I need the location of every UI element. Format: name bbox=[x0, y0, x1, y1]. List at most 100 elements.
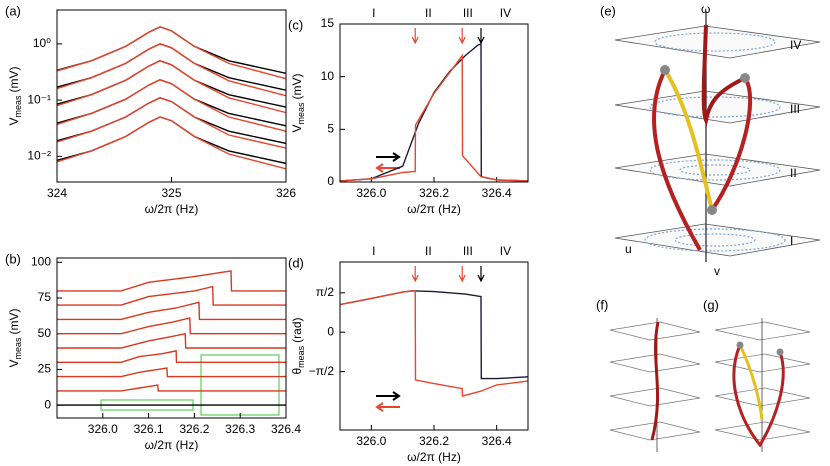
x-tick-label: 326.0 bbox=[356, 186, 386, 200]
panel-label: (a) bbox=[5, 3, 21, 18]
region-label: III bbox=[463, 6, 473, 20]
series-line bbox=[57, 384, 286, 392]
x-axis-label: ω/2π (Hz) bbox=[145, 202, 199, 216]
x-tick-label: 326.3 bbox=[225, 422, 255, 436]
plot bbox=[340, 43, 528, 182]
level-label: IV bbox=[790, 38, 801, 52]
y-axis-label-main: V bbox=[7, 360, 21, 368]
region-label: II bbox=[425, 6, 432, 20]
x-tick-label: 326.4 bbox=[482, 434, 512, 448]
series-line bbox=[57, 26, 286, 74]
y-axis-label: Vmeas (mV) bbox=[7, 66, 23, 125]
y-axis-label: Vmeas (mV) bbox=[290, 73, 306, 132]
x-tick-label: 326.0 bbox=[88, 422, 118, 436]
y-tick-label: 0 bbox=[44, 397, 51, 411]
y-axis-label-unit: (mV) bbox=[290, 73, 304, 99]
jump-marker bbox=[477, 28, 485, 45]
panel-label: (c) bbox=[288, 17, 303, 32]
region-label: I bbox=[372, 244, 375, 258]
level-label: III bbox=[790, 102, 800, 116]
y-tick-label: 15 bbox=[321, 16, 335, 30]
frame bbox=[56, 257, 287, 419]
series-line bbox=[340, 53, 528, 182]
series-line bbox=[57, 26, 286, 80]
series-line bbox=[57, 285, 286, 306]
axis-label: u bbox=[625, 242, 632, 256]
sweep-arrows bbox=[375, 152, 401, 412]
y-axis-label-unit: (mV) bbox=[7, 308, 21, 334]
frame bbox=[339, 23, 529, 183]
series-line bbox=[57, 317, 286, 335]
jump-marker bbox=[458, 28, 466, 45]
series-line bbox=[340, 290, 528, 380]
level-label: II bbox=[790, 166, 797, 180]
x-axis-label: ω/2π (Hz) bbox=[145, 438, 199, 452]
region-label: IV bbox=[500, 6, 511, 20]
x-tick-label: 326.2 bbox=[179, 422, 209, 436]
jump-marker bbox=[411, 28, 419, 45]
x-tick-label: 326 bbox=[276, 186, 296, 200]
series-line bbox=[57, 301, 286, 321]
plot bbox=[340, 290, 528, 398]
y-tick-label: π/2 bbox=[316, 285, 335, 299]
y-tick-label: 0 bbox=[327, 174, 334, 188]
axis-label: v bbox=[714, 264, 720, 278]
series-line bbox=[340, 290, 528, 398]
jump-marker bbox=[477, 266, 485, 283]
inset-b bbox=[100, 354, 280, 416]
y-axis-label-main: θ bbox=[290, 368, 304, 375]
y-axis-label-sub: meas bbox=[13, 95, 23, 118]
y-axis-label-unit: (mV) bbox=[7, 66, 21, 92]
x-tick-label: 325 bbox=[161, 186, 181, 200]
diagram-g bbox=[714, 318, 811, 452]
region-label: II bbox=[425, 244, 432, 258]
series-line bbox=[57, 270, 286, 292]
y-tick-label: −π/2 bbox=[309, 364, 335, 378]
y-tick-label: 10 bbox=[321, 69, 335, 83]
x-axis-label: ω/2π (Hz) bbox=[407, 450, 461, 464]
y-tick-label: 10⁰ bbox=[33, 36, 51, 50]
diagram-e bbox=[614, 12, 821, 262]
y-axis-label-sub: meas bbox=[296, 102, 306, 125]
y-axis-label-sub: meas bbox=[296, 345, 306, 368]
plot bbox=[57, 26, 286, 170]
x-tick-label: 326.2 bbox=[419, 434, 449, 448]
plot bbox=[57, 270, 286, 406]
series-line bbox=[57, 116, 286, 170]
x-tick-label: 326.2 bbox=[419, 186, 449, 200]
y-tick-label: 25 bbox=[38, 362, 52, 376]
panel-label: (b) bbox=[5, 251, 21, 266]
x-tick-label: 324 bbox=[47, 186, 67, 200]
x-tick-label: 326.4 bbox=[482, 186, 512, 200]
y-axis-label: Vmeas (mV) bbox=[7, 308, 23, 367]
x-tick-label: 326.4 bbox=[271, 422, 301, 436]
panel-label: (e) bbox=[600, 3, 616, 18]
y-axis-label: θmeas (rad) bbox=[290, 317, 306, 374]
series-line bbox=[340, 43, 528, 182]
y-tick-label: 100 bbox=[31, 254, 51, 268]
y-tick-label: 75 bbox=[38, 290, 52, 304]
series-line bbox=[57, 43, 286, 97]
region-label: III bbox=[463, 244, 473, 258]
axis-label: ω bbox=[701, 2, 710, 16]
y-tick-label: 0 bbox=[327, 324, 334, 338]
x-axis-label: ω/2π (Hz) bbox=[407, 202, 461, 216]
level-label: I bbox=[790, 234, 793, 248]
y-tick-label: 50 bbox=[38, 326, 52, 340]
series-line bbox=[57, 97, 286, 149]
region-label: IV bbox=[500, 244, 511, 258]
y-axis-label-unit: (rad) bbox=[290, 317, 304, 342]
panel-label: (d) bbox=[288, 255, 304, 270]
series-line bbox=[57, 60, 286, 114]
x-tick-label: 326.0 bbox=[356, 434, 386, 448]
panel-label: (f) bbox=[596, 297, 608, 312]
y-tick-label: 10⁻² bbox=[27, 149, 51, 163]
frame bbox=[56, 9, 287, 183]
region-label: I bbox=[372, 6, 375, 20]
diagram-f bbox=[609, 318, 701, 452]
series-line bbox=[57, 350, 286, 363]
series-line bbox=[57, 332, 286, 349]
jump-marker bbox=[458, 266, 466, 283]
series-line bbox=[57, 79, 286, 132]
